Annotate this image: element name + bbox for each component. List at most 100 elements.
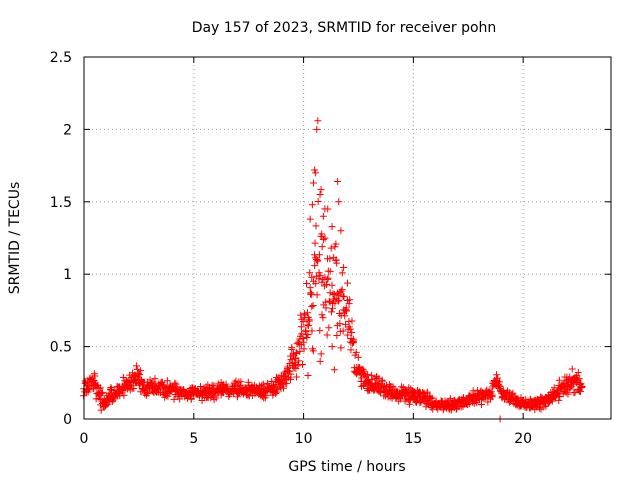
data-point: [322, 280, 330, 288]
data-point: [237, 378, 245, 386]
data-point: [162, 392, 170, 400]
data-point-outlier: [319, 212, 327, 220]
data-point: [299, 335, 307, 343]
data-point: [291, 354, 299, 362]
data-point-outlier: [334, 178, 342, 186]
data-point: [144, 390, 152, 398]
y-tick-label: 1.5: [50, 195, 72, 211]
data-point: [406, 400, 414, 408]
data-point: [333, 332, 341, 340]
data-point: [352, 348, 360, 356]
data-point: [296, 347, 304, 355]
data-point: [142, 391, 150, 399]
data-point: [300, 338, 308, 346]
data-point: [133, 365, 141, 373]
data-point: [324, 275, 332, 283]
data-point: [95, 385, 103, 393]
data-point: [300, 345, 308, 353]
data-point: [322, 304, 330, 312]
data-point: [137, 367, 145, 375]
data-point: [315, 269, 323, 277]
data-point: [305, 316, 313, 324]
data-point: [285, 374, 293, 382]
data-point: [337, 344, 345, 352]
data-point: [234, 393, 242, 401]
plot-frame: [83, 56, 612, 420]
data-point: [304, 331, 312, 339]
data-point: [303, 321, 311, 329]
data-point: [90, 377, 98, 385]
data-point: [318, 243, 326, 251]
data-point: [317, 186, 325, 194]
data-point: [214, 380, 222, 388]
x-tick-labels: 0 5 10 15 20: [80, 431, 533, 447]
data-point: [457, 403, 465, 411]
data-point: [269, 382, 277, 390]
y-tick-label: 2.5: [50, 50, 72, 66]
data-point-outlier: [330, 366, 338, 374]
data-point: [312, 256, 320, 264]
data-point-outlier: [317, 350, 325, 358]
data-point: [288, 346, 296, 354]
data-point: [314, 198, 322, 206]
data-point-outlier: [337, 227, 345, 235]
data-point: [295, 357, 303, 365]
data-point-outlier: [304, 372, 312, 380]
data-point: [257, 385, 265, 393]
data-point: [575, 375, 583, 383]
y-axis-label: SRMTID / TECUs: [7, 182, 23, 295]
data-point: [171, 379, 179, 387]
data-point: [96, 384, 104, 392]
data-point: [326, 289, 334, 297]
data-point: [340, 293, 348, 301]
grid: [84, 57, 611, 419]
data-point: [136, 371, 144, 379]
data-point: [112, 391, 120, 399]
data-point: [487, 388, 495, 396]
data-point: [338, 269, 346, 277]
data-point: [279, 384, 287, 392]
data-point: [325, 324, 333, 332]
data-point: [555, 376, 563, 384]
data-point-outlier: [312, 169, 320, 177]
data-point: [488, 393, 496, 401]
data-point: [120, 391, 128, 399]
data-point: [320, 235, 328, 243]
data-point: [204, 393, 212, 401]
x-tick-label: 0: [80, 431, 89, 447]
data-point: [368, 371, 376, 379]
data-point: [342, 307, 350, 315]
data-point: [316, 357, 324, 365]
chart-title: Day 157 of 2023, SRMTID for receiver poh…: [192, 20, 497, 36]
data-point: [321, 234, 329, 242]
data-point: [360, 367, 368, 375]
data-point: [99, 388, 107, 396]
data-point: [143, 388, 151, 396]
data-point: [176, 395, 184, 403]
data-point: [316, 272, 324, 280]
y-tick-label: 1: [63, 267, 72, 283]
data-point: [328, 281, 336, 289]
data-point: [108, 398, 116, 406]
data-point-outlier: [311, 166, 319, 174]
data-point-outlier: [324, 205, 332, 213]
data-point: [318, 311, 326, 319]
data-point: [308, 273, 316, 281]
data-point: [272, 390, 280, 398]
data-point: [578, 383, 586, 391]
x-axis-label: GPS time / hours: [288, 459, 405, 475]
data-point: [311, 239, 319, 247]
data-point: [283, 380, 291, 388]
data-point: [336, 320, 344, 328]
data-point: [212, 394, 220, 402]
data-point: [97, 406, 105, 414]
data-point: [344, 279, 352, 287]
data-point: [315, 275, 323, 283]
x-tick-label: 20: [514, 431, 532, 447]
data-point: [364, 371, 372, 379]
data-point: [337, 287, 345, 295]
data-point: [92, 395, 100, 403]
data-point: [568, 365, 576, 373]
data-point: [132, 373, 140, 381]
